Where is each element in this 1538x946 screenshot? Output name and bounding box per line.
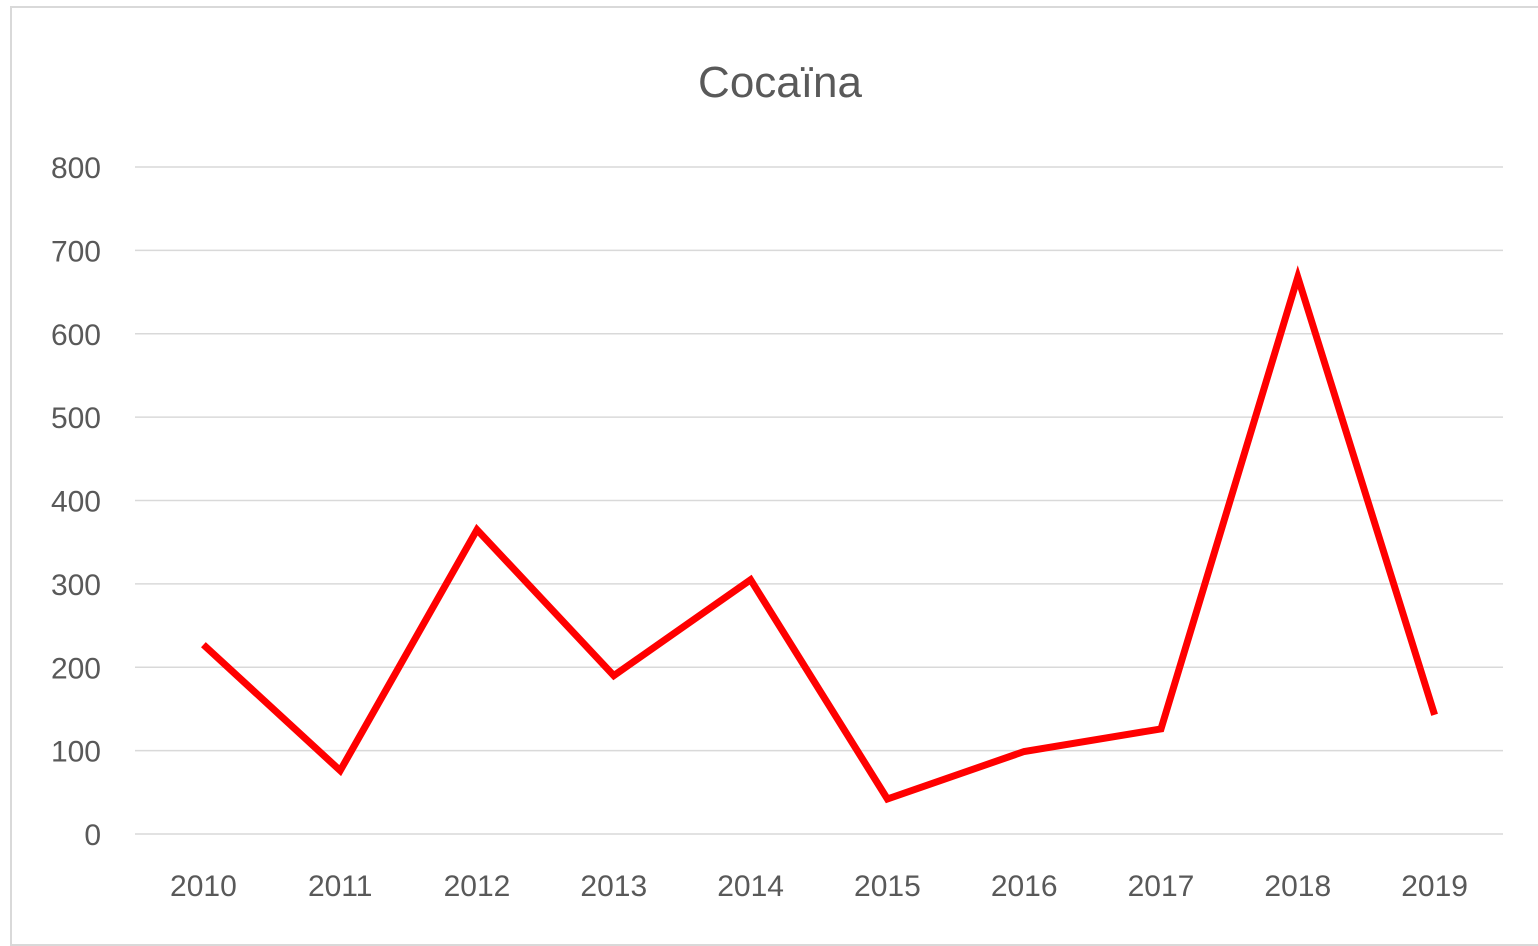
x-tick-label: 2010 [170,870,237,903]
series-lines [203,277,1434,799]
chart-title: Cocaïna [698,58,862,107]
y-tick-label: 400 [51,486,101,519]
x-tick-label: 2018 [1264,870,1331,903]
y-tick-label: 100 [51,736,101,769]
x-tick-label: 2019 [1401,870,1468,903]
y-tick-label: 0 [84,819,101,852]
y-axis-tick-labels: 0 100 200 300 400 500 600 700 800 [51,152,101,852]
x-tick-label: 2016 [991,870,1058,903]
x-tick-label: 2011 [308,870,373,903]
x-tick-label: 2017 [1128,870,1195,903]
y-tick-label: 500 [51,402,101,435]
series-line [203,277,1434,799]
x-tick-label: 2014 [717,870,784,903]
x-axis-tick-labels: 2010 2011 2012 2013 2014 2015 2016 2017 2018 2019 [170,870,1468,903]
y-tick-label: 200 [51,652,101,685]
y-tick-label: 700 [51,235,101,268]
x-tick-label: 2015 [854,870,921,903]
x-tick-label: 2012 [444,870,511,903]
y-tick-label: 600 [51,319,101,352]
y-tick-label: 800 [51,152,101,185]
x-tick-label: 2013 [580,870,647,903]
y-tick-label: 300 [51,569,101,602]
